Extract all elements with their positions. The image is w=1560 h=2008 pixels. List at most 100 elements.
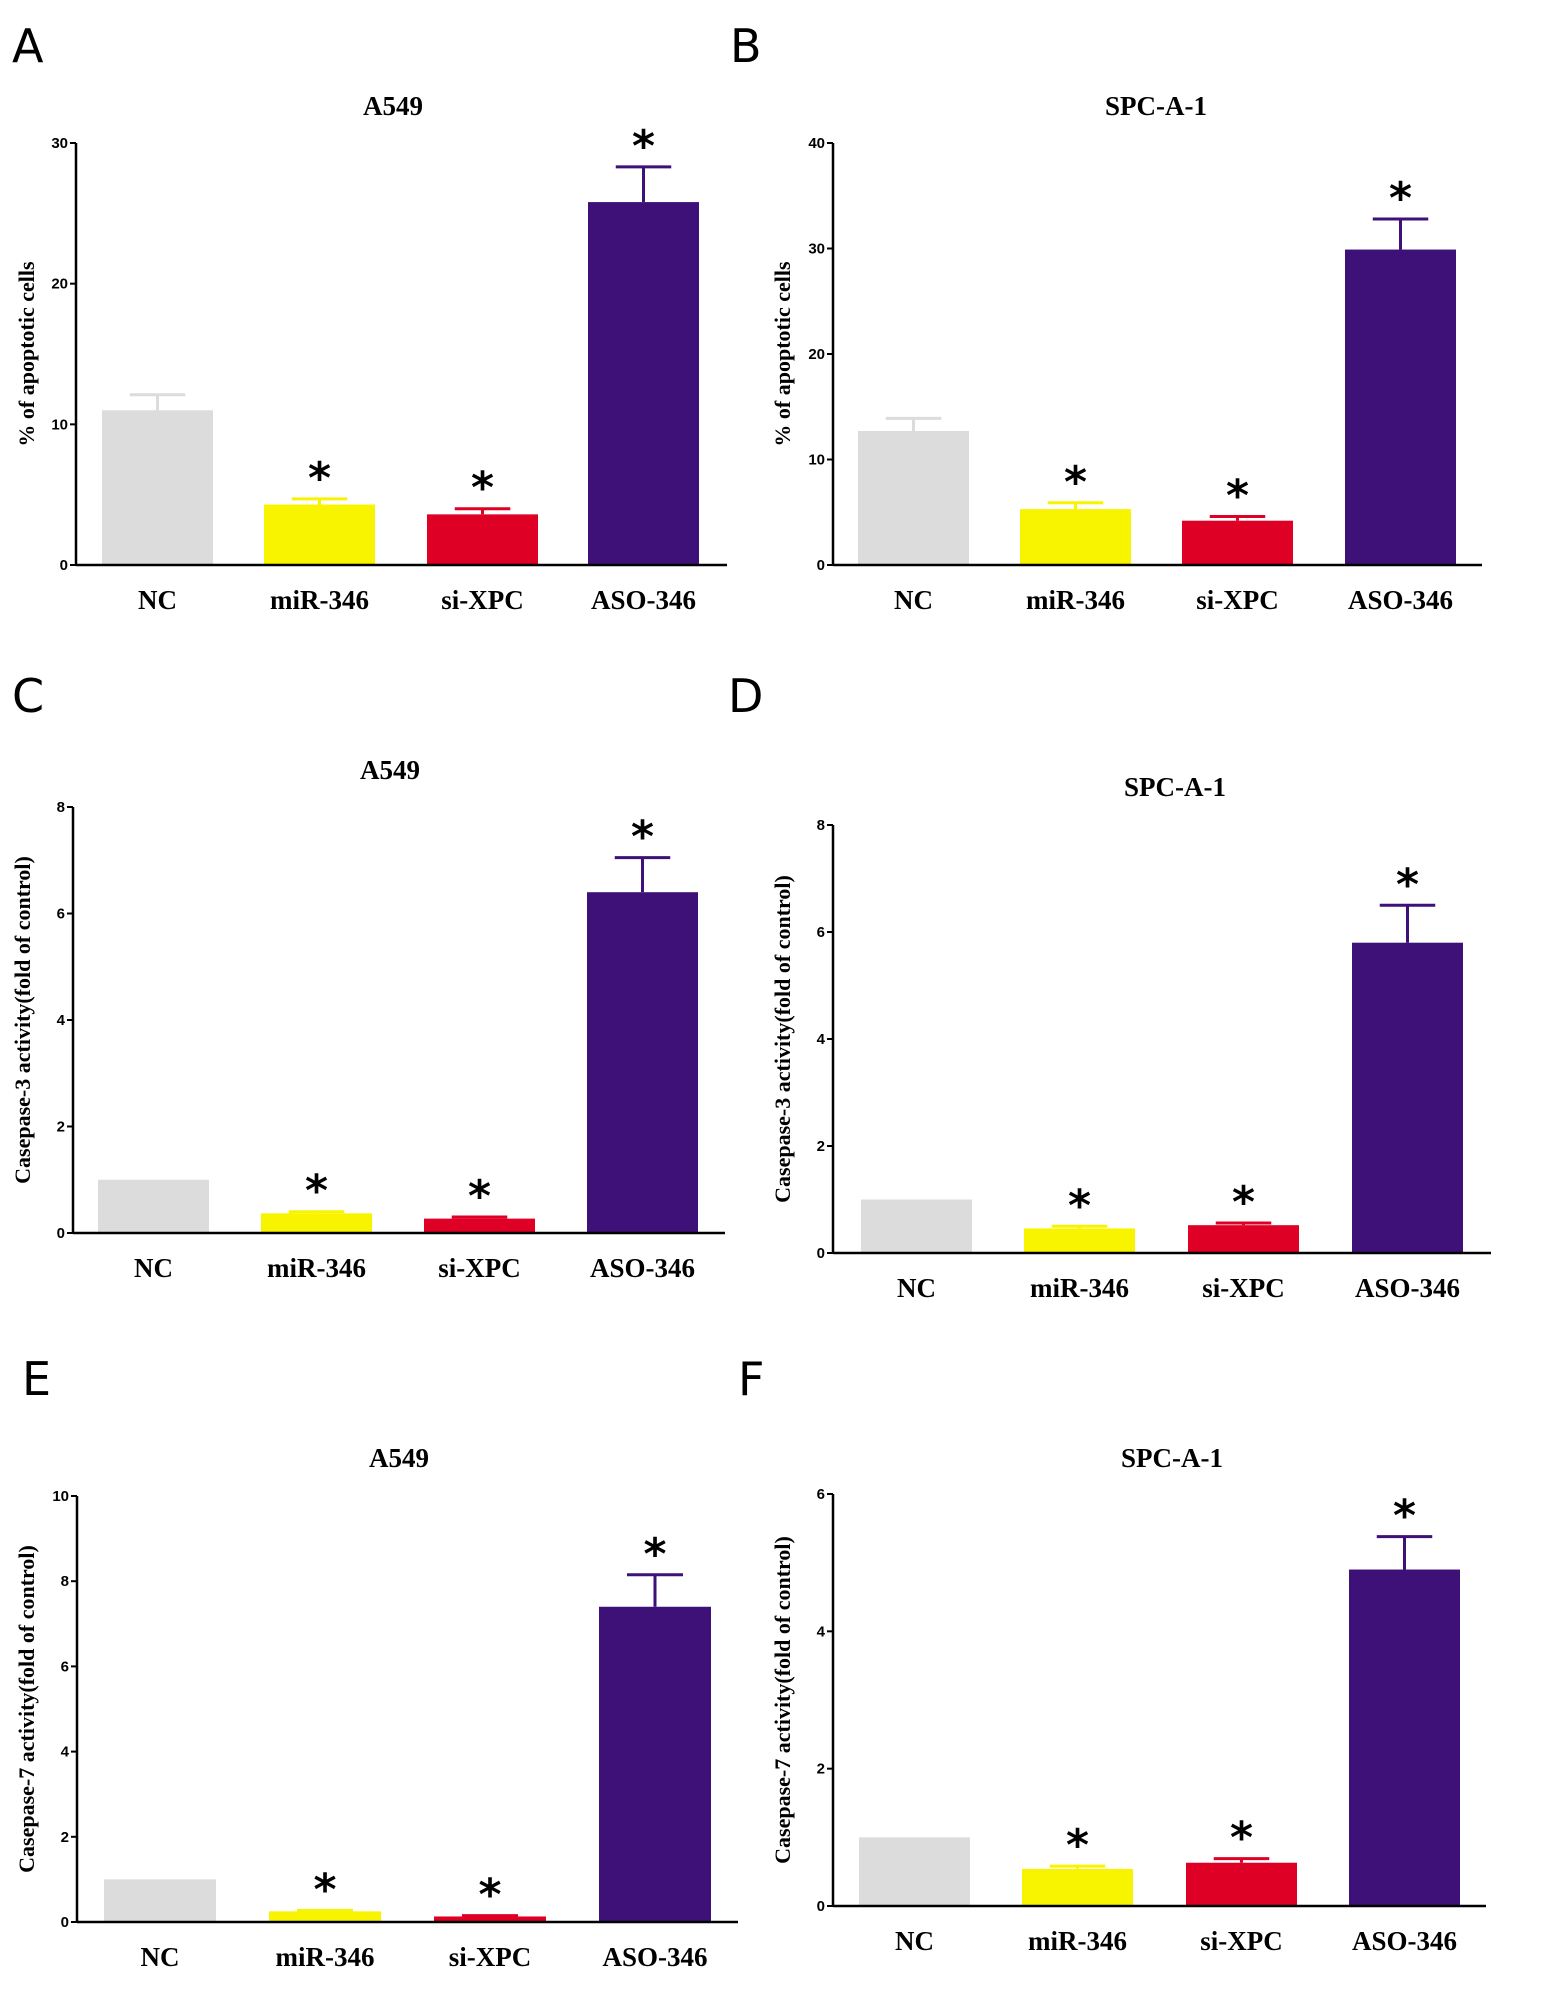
- y-tick-label: 4: [57, 1012, 66, 1029]
- panel-letter: E: [22, 1352, 51, 1406]
- bar-mir-346: [261, 1213, 372, 1233]
- y-tick-label: 6: [57, 906, 65, 923]
- y-axis-label: % of apoptotic cells: [14, 261, 39, 447]
- bar-si-xpc: [434, 1916, 546, 1922]
- y-tick-label: 0: [817, 557, 825, 574]
- bar-mir-346: [1022, 1868, 1133, 1906]
- y-tick-label: 20: [808, 346, 825, 363]
- bar-aso-346: [588, 202, 699, 565]
- bar-nc: [102, 410, 213, 565]
- significance-asterisk: *: [1230, 1813, 1253, 1864]
- bar-aso-346: [587, 892, 698, 1233]
- bar-nc: [859, 1837, 970, 1906]
- y-axis-label: Casepase-3 activity(fold of control): [10, 856, 35, 1184]
- y-tick-label: 10: [808, 452, 825, 469]
- x-tick-label: ASO-346: [1352, 1926, 1457, 1956]
- bar-si-xpc: [1186, 1862, 1297, 1906]
- x-tick-label: si-XPC: [1196, 585, 1279, 615]
- x-tick-label: ASO-346: [1355, 1273, 1460, 1303]
- chart-panel-e: E A549 Casepase-7 activity(fold of control…: [14, 1352, 738, 1972]
- y-axis-label: % of apoptotic cells: [770, 261, 795, 447]
- significance-asterisk: *: [471, 463, 494, 514]
- x-tick-label: si-XPC: [1202, 1273, 1285, 1303]
- y-tick-label: 2: [61, 1829, 69, 1846]
- chart-title: A549: [363, 91, 423, 121]
- x-tick-label: ASO-346: [591, 585, 696, 615]
- chart-title: SPC-A-1: [1124, 772, 1226, 802]
- panel-letter: F: [738, 1352, 764, 1406]
- bar-aso-346: [1345, 249, 1456, 565]
- y-tick-label: 10: [52, 1488, 69, 1505]
- x-tick-label: miR-346: [1028, 1926, 1127, 1956]
- y-tick-label: 4: [817, 1031, 826, 1048]
- bar-si-xpc: [1188, 1225, 1299, 1253]
- y-tick-label: 10: [51, 416, 68, 433]
- bar-aso-346: [1352, 942, 1463, 1253]
- x-tick-label: NC: [897, 1273, 936, 1303]
- significance-asterisk: *: [305, 1166, 328, 1217]
- y-tick-label: 30: [51, 135, 68, 152]
- significance-asterisk: *: [313, 1864, 336, 1915]
- panel-letter: C: [12, 669, 44, 723]
- y-tick-label: 6: [817, 1486, 825, 1503]
- significance-asterisk: *: [643, 1529, 666, 1580]
- y-axis-label: Casepase-7 activity(fold of control): [770, 1536, 795, 1864]
- y-tick-label: 0: [817, 1898, 825, 1915]
- y-tick-label: 2: [57, 1119, 65, 1136]
- y-tick-label: 2: [817, 1761, 825, 1778]
- bar-si-xpc: [424, 1218, 535, 1233]
- significance-asterisk: *: [308, 453, 331, 504]
- x-tick-label: ASO-346: [1348, 585, 1453, 615]
- x-tick-label: miR-346: [270, 585, 369, 615]
- y-tick-label: 6: [817, 924, 825, 941]
- y-axis-label: Casepase-7 activity(fold of control): [14, 1545, 39, 1873]
- bar-aso-346: [599, 1606, 711, 1922]
- significance-asterisk: *: [1389, 173, 1412, 224]
- chart-panel-b: B SPC-A-1 % of apoptotic cells NC * miR-346 * s…: [730, 19, 1482, 615]
- x-tick-label: NC: [134, 1253, 173, 1283]
- significance-asterisk: *: [632, 121, 655, 172]
- significance-asterisk: *: [1066, 1820, 1089, 1871]
- x-tick-label: ASO-346: [590, 1253, 695, 1283]
- bar-nc: [861, 1199, 972, 1253]
- chart-panel-c: C A549 Casepase-3 activity(fold of control…: [10, 669, 725, 1283]
- chart-panel-d: D SPC-A-1 Casepase-3 activity(fold of cont…: [728, 669, 1491, 1303]
- x-tick-label: si-XPC: [438, 1253, 521, 1283]
- x-tick-label: miR-346: [1030, 1273, 1129, 1303]
- significance-asterisk: *: [1068, 1180, 1091, 1231]
- y-tick-label: 8: [57, 799, 65, 816]
- y-tick-label: 0: [61, 1914, 69, 1931]
- chart-title: A549: [360, 755, 420, 785]
- y-tick-label: 6: [61, 1658, 69, 1675]
- significance-asterisk: *: [1393, 1491, 1416, 1542]
- y-axis-label: Casepase-3 activity(fold of control): [770, 875, 795, 1203]
- significance-asterisk: *: [1226, 470, 1249, 521]
- significance-asterisk: *: [478, 1870, 501, 1921]
- y-tick-label: 8: [61, 1573, 69, 1590]
- y-tick-label: 8: [817, 817, 825, 834]
- y-tick-label: 0: [60, 557, 68, 574]
- bar-mir-346: [264, 504, 375, 565]
- x-tick-label: NC: [894, 585, 933, 615]
- chart-title: SPC-A-1: [1121, 1443, 1223, 1473]
- significance-asterisk: *: [468, 1171, 491, 1222]
- x-tick-label: miR-346: [1026, 585, 1125, 615]
- bar-aso-346: [1349, 1569, 1460, 1906]
- bar-nc: [104, 1879, 216, 1922]
- y-tick-label: 0: [817, 1245, 825, 1262]
- bar-mir-346: [1020, 509, 1131, 565]
- bar-si-xpc: [1182, 520, 1293, 565]
- bar-mir-346: [269, 1911, 381, 1922]
- significance-asterisk: *: [631, 812, 654, 863]
- x-tick-label: miR-346: [276, 1942, 375, 1972]
- y-tick-label: 4: [61, 1744, 70, 1761]
- panel-letter: A: [12, 19, 44, 73]
- x-tick-label: si-XPC: [441, 585, 524, 615]
- panel-letter: D: [728, 669, 763, 723]
- x-tick-label: si-XPC: [449, 1942, 532, 1972]
- y-tick-label: 30: [808, 241, 825, 258]
- significance-asterisk: *: [1064, 457, 1087, 508]
- bar-si-xpc: [427, 514, 538, 565]
- x-tick-label: NC: [141, 1942, 180, 1972]
- chart-panel-a: A A549 % of apoptotic cells NC * miR-346 * si-X…: [12, 19, 727, 615]
